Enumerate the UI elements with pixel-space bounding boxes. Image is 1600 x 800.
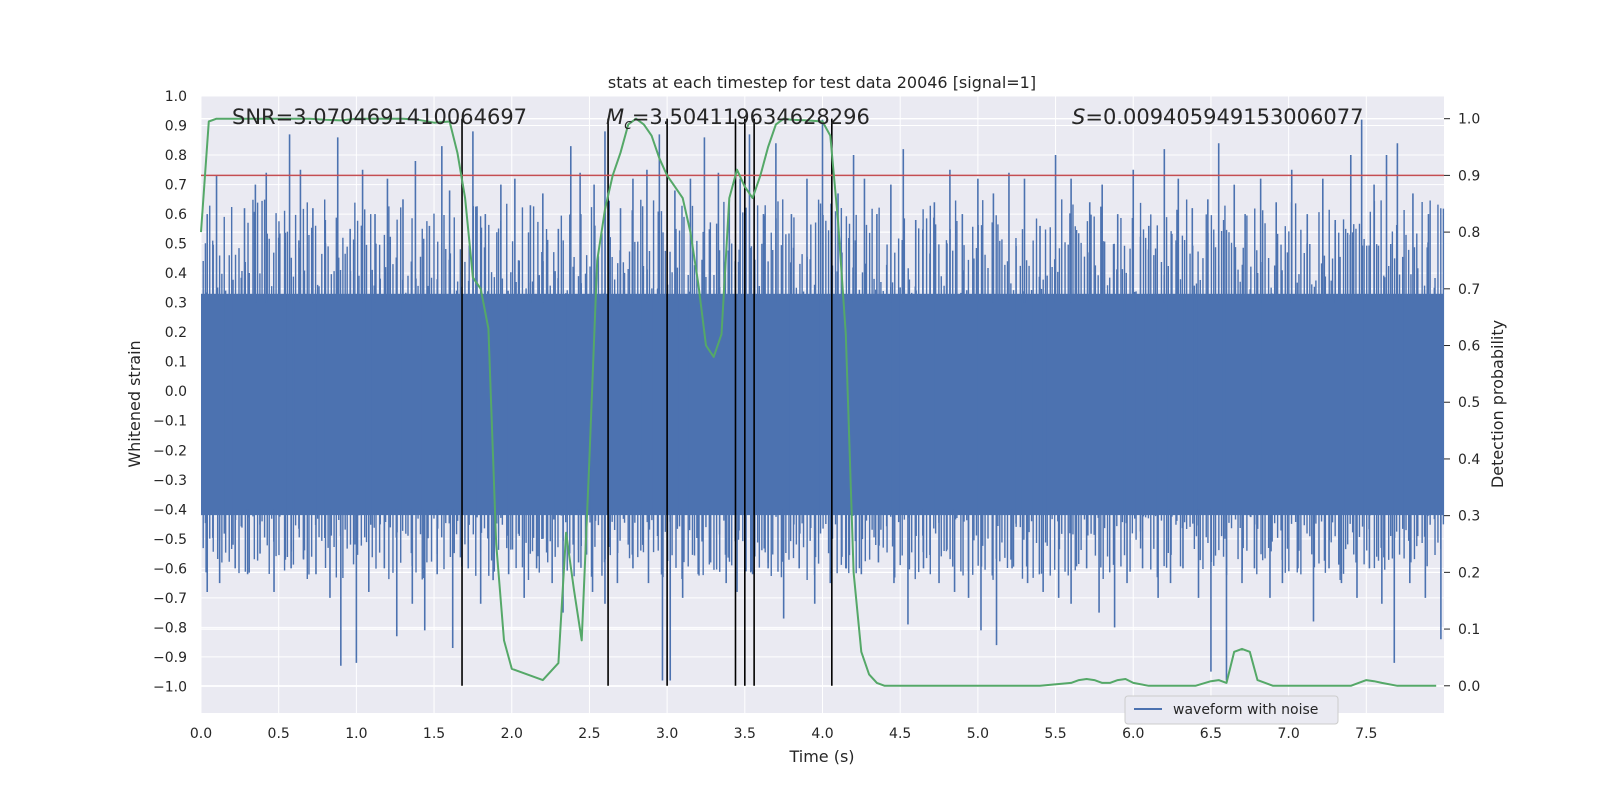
- y-left-tick-label: 0.7: [165, 178, 187, 194]
- probability-line: [200, 117, 1437, 687]
- x-axis-label: Time (s): [788, 747, 854, 766]
- y-left-axis-label: Whitened strain: [125, 340, 144, 467]
- y-right-tick-label: 0.7: [1458, 282, 1480, 298]
- y-left-tick-label: 1.0: [165, 89, 187, 105]
- y-left-tick-label: 0.6: [165, 207, 187, 223]
- snr-annotation: SNR=3.0704691410064697: [232, 105, 527, 129]
- y-left-tick-label: −0.5: [153, 532, 187, 548]
- legend: waveform with noise: [1124, 695, 1339, 725]
- y-left-tick-label: 0.8: [165, 148, 187, 164]
- x-tick-label: 2.0: [501, 726, 523, 742]
- x-axis-ticks: 0.0 0.5 1.0 1.5 2.0 2.5 3.0 3.5 4.0 4.5 5.0 5.5 6.0 6…: [190, 726, 1378, 742]
- y-right-tick-label: 0.9: [1458, 168, 1480, 184]
- y-right-axis-label: Detection probability: [1488, 320, 1507, 488]
- y-left-tick-label: −1.0: [153, 679, 187, 695]
- x-tick-label: 0.0: [190, 726, 212, 742]
- y-right-tick-label: 0.1: [1458, 622, 1480, 638]
- y-left-tick-label: 0.2: [165, 325, 187, 341]
- y-right-tick-label: 0.0: [1458, 679, 1480, 695]
- x-tick-label: 1.0: [345, 726, 367, 742]
- y-left-tick-label: 0.5: [165, 237, 187, 253]
- y-right-tick-label: 0.2: [1458, 565, 1480, 581]
- x-tick-label: 2.5: [578, 726, 600, 742]
- y-right-tick-label: 0.8: [1458, 225, 1480, 241]
- y-left-tick-label: −0.8: [153, 620, 187, 636]
- y-left-tick-label: −0.4: [153, 502, 187, 518]
- y-right-tick-label: 0.3: [1458, 509, 1480, 525]
- y-left-tick-label: −0.9: [153, 650, 187, 666]
- x-tick-label: 0.5: [268, 726, 290, 742]
- y-left-tick-label: −0.6: [153, 561, 187, 577]
- legend-label: waveform with noise: [1173, 702, 1318, 718]
- x-tick-label: 4.5: [889, 726, 911, 742]
- x-tick-label: 7.0: [1277, 726, 1299, 742]
- y-left-tick-label: 0.9: [165, 119, 187, 135]
- x-tick-label: 3.5: [734, 726, 756, 742]
- x-tick-label: 6.0: [1122, 726, 1144, 742]
- vertical-marker-lines: [461, 118, 833, 686]
- waveform-series: [201, 119, 1445, 681]
- x-tick-label: 4.0: [811, 726, 833, 742]
- s-value: =0.009405949153006077: [1085, 105, 1363, 129]
- y-right-tick-label: 0.4: [1458, 452, 1480, 468]
- x-tick-label: 6.5: [1200, 726, 1222, 742]
- y-left-tick-label: −0.2: [153, 443, 187, 459]
- s-annotation: S=0.009405949153006077: [1072, 105, 1363, 129]
- y-right-tick-label: 0.6: [1458, 339, 1480, 355]
- x-tick-label: 3.0: [656, 726, 678, 742]
- chirp-mass-symbol: M: [606, 105, 624, 129]
- y-left-tick-label: 0.3: [165, 296, 187, 312]
- x-tick-label: 5.0: [967, 726, 989, 742]
- legend-box: [1124, 695, 1339, 725]
- x-tick-label: 5.5: [1044, 726, 1066, 742]
- chart-title: stats at each timestep for test data 200…: [608, 73, 1036, 92]
- y-left-axis-ticks: 1.0 0.9 0.8 0.7 0.6 0.5 0.4 0.3 0.2 0.1 0.0 −0.1 −0.…: [153, 89, 187, 695]
- y-left-tick-label: 0.4: [165, 266, 187, 282]
- y-left-tick-label: −0.7: [153, 591, 187, 607]
- y-left-tick-label: −0.3: [153, 473, 187, 489]
- y-right-tick-label: 0.5: [1458, 395, 1480, 411]
- s-symbol: S: [1072, 105, 1085, 129]
- y-right-axis-ticks: 1.0 0.9 0.8 0.7 0.6 0.5 0.4 0.3 0.2 0.1 0.0: [1444, 112, 1480, 695]
- y-left-tick-label: 0.1: [165, 355, 187, 371]
- y-right-tick-label: 1.0: [1458, 112, 1480, 128]
- chirp-mass-subscript: c: [624, 117, 632, 133]
- y-left-tick-label: 0.0: [165, 384, 187, 400]
- chirp-mass-annotation: Mc=3.504119634628296: [606, 105, 870, 133]
- probability-series: [200, 117, 1437, 687]
- x-tick-label: 1.5: [423, 726, 445, 742]
- x-tick-label: 7.5: [1355, 726, 1377, 742]
- chirp-mass-value: =3.504119634628296: [632, 105, 870, 129]
- y-left-tick-label: −0.1: [153, 414, 187, 430]
